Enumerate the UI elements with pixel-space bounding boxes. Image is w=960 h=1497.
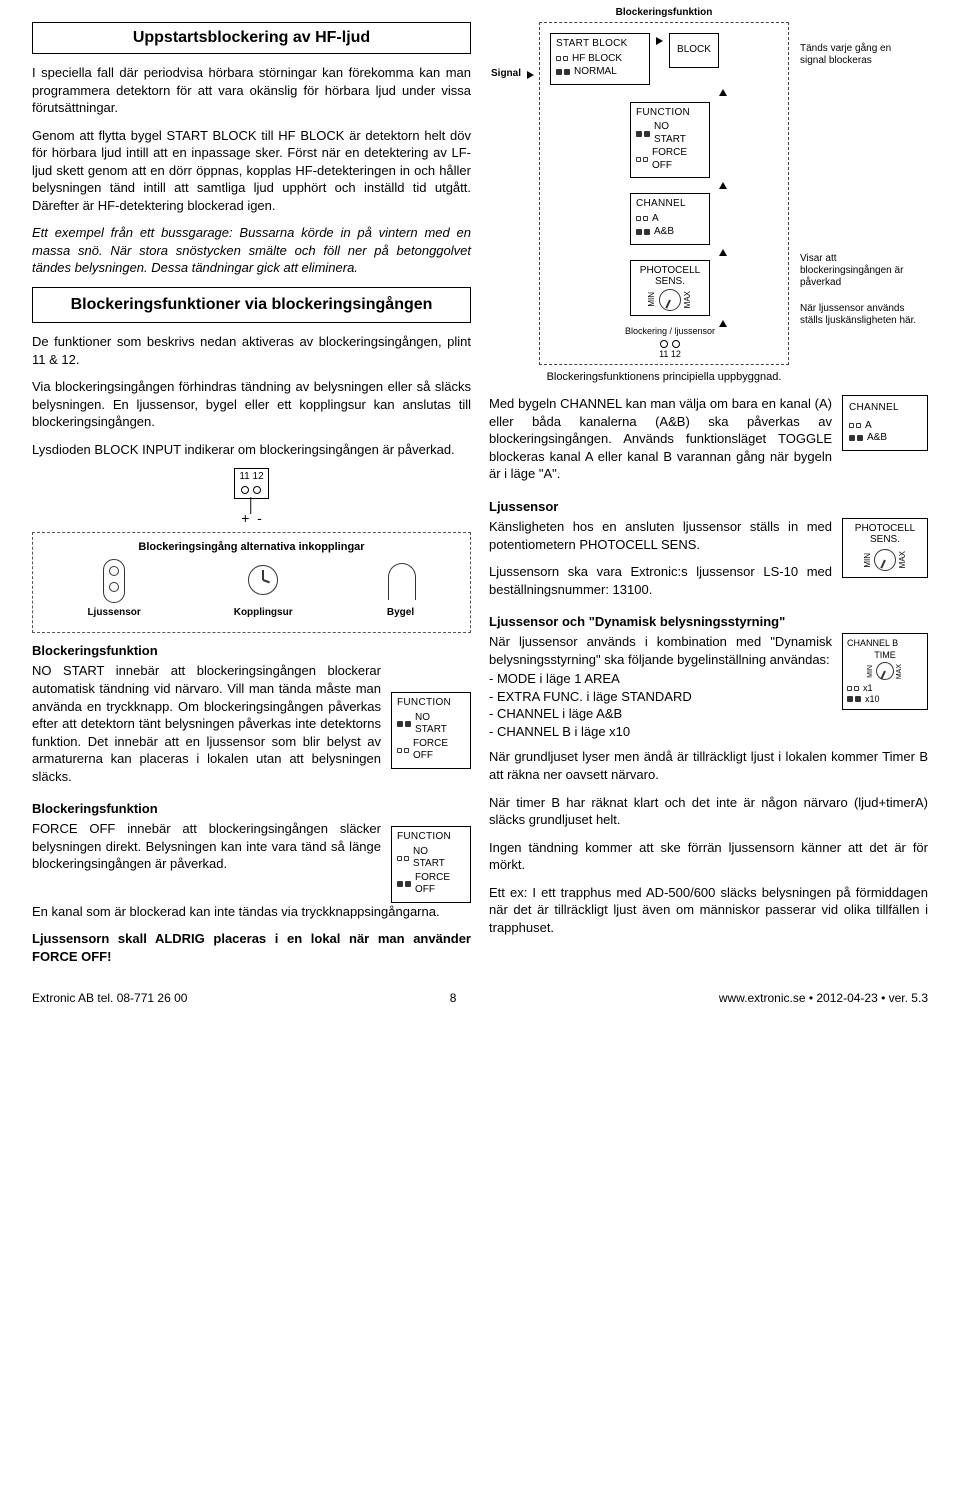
para: När ljussensor används i kombination med… xyxy=(489,633,832,668)
setting-line: - CHANNEL i läge A&B xyxy=(489,705,832,723)
para: Med bygeln CHANNEL kan man välja om bara… xyxy=(489,395,832,483)
function-module-forceoff: FUNCTION NO START FORCE OFF xyxy=(391,826,471,903)
heading-uppstart: Uppstartsblockering av HF-ljud xyxy=(32,22,471,54)
terminal-1112-icon: 11 12 │+ - xyxy=(32,468,471,524)
para: Via blockeringsingången förhindras tändn… xyxy=(32,378,471,431)
page-footer: Extronic AB tel. 08-771 26 00 8 www.extr… xyxy=(0,985,960,1015)
setting-line: - MODE i läge 1 AREA xyxy=(489,670,832,688)
right-column: Signal Blockeringsfunktion START BLOCK H… xyxy=(489,22,928,975)
ljussensor-icon: Ljussensor xyxy=(87,559,140,618)
para: Ljussensorn ska vara Extronic:s ljussens… xyxy=(489,563,832,598)
para: FORCE OFF innebär att blockeringsingånge… xyxy=(32,820,381,873)
para: När timer B har räknat klart och det int… xyxy=(489,794,928,829)
para: Ingen tändning kommer att ske förrän lju… xyxy=(489,839,928,874)
dyn-heading: Ljussensor och "Dynamisk belysningsstyrn… xyxy=(489,614,928,629)
ljussensor-heading: Ljussensor xyxy=(489,499,928,514)
photocell-module: PHOTOCELL SENS. MIN MAX xyxy=(842,518,928,578)
block-diagram: Signal Blockeringsfunktion START BLOCK H… xyxy=(489,22,928,383)
para: Ett ex: I ett trapphus med AD-500/600 sl… xyxy=(489,884,928,937)
para: NO START innebär att blockeringsingången… xyxy=(32,662,381,785)
annot-ljuskans: När ljussensor används ställs ljuskänsli… xyxy=(800,303,930,327)
diagram-caption: Blockeringsfunktionens principiella uppb… xyxy=(539,371,789,383)
bygel-icon: Bygel xyxy=(386,563,416,618)
para: Ljussensorn skall ALDRIG placeras i en l… xyxy=(32,930,471,965)
kopplingsur-icon: Kopplingsur xyxy=(234,565,293,618)
para: Ett exempel från ett bussgarage: Bussarn… xyxy=(32,224,471,277)
heading-blockfunc: Blockeringsfunktioner via blockeringsing… xyxy=(32,287,471,323)
para: En kanal som är blockerad kan inte tända… xyxy=(32,903,471,921)
para: Genom att flytta bygel START BLOCK till … xyxy=(32,127,471,215)
para: Lysdioden BLOCK INPUT indikerar om block… xyxy=(32,441,471,459)
left-column: Uppstartsblockering av HF-ljud I speciel… xyxy=(32,22,471,975)
alt-title: Blockeringsingång alternativa inkoppling… xyxy=(41,541,462,553)
para: I speciella fall där periodvisa hörbara … xyxy=(32,64,471,117)
bf-heading: Blockeringsfunktion xyxy=(32,801,471,816)
para: När grundljuset lyser men ändå är tillrä… xyxy=(489,748,928,783)
setting-line: - CHANNEL B i läge x10 xyxy=(489,723,832,741)
signal-label: Signal xyxy=(491,68,521,79)
annot-tands: Tänds varje gång en signal blockeras xyxy=(800,43,920,67)
diagram-title: Blockeringsfunktion xyxy=(616,7,713,18)
channel-module: CHANNEL A A&B xyxy=(842,395,928,451)
function-module-nostart: FUNCTION NO START FORCE OFF xyxy=(391,692,471,769)
para: De funktioner som beskrivs nedan aktiver… xyxy=(32,333,471,368)
channelb-module: CHANNEL B TIME MIN MAX x1 x10 xyxy=(842,633,928,710)
para: Känsligheten hos en ansluten ljussensor … xyxy=(489,518,832,553)
bf-heading: Blockeringsfunktion xyxy=(32,643,471,658)
page-number: 8 xyxy=(450,991,457,1005)
footer-right: www.extronic.se • 2012-04-23 • ver. 5.3 xyxy=(719,991,928,1005)
setting-line: - EXTRA FUNC. i läge STANDARD xyxy=(489,688,832,706)
alt-connections-box: Blockeringsingång alternativa inkoppling… xyxy=(32,532,471,633)
footer-left: Extronic AB tel. 08-771 26 00 xyxy=(32,991,187,1005)
annot-visar: Visar att blockeringsingången är påverka… xyxy=(800,253,930,289)
